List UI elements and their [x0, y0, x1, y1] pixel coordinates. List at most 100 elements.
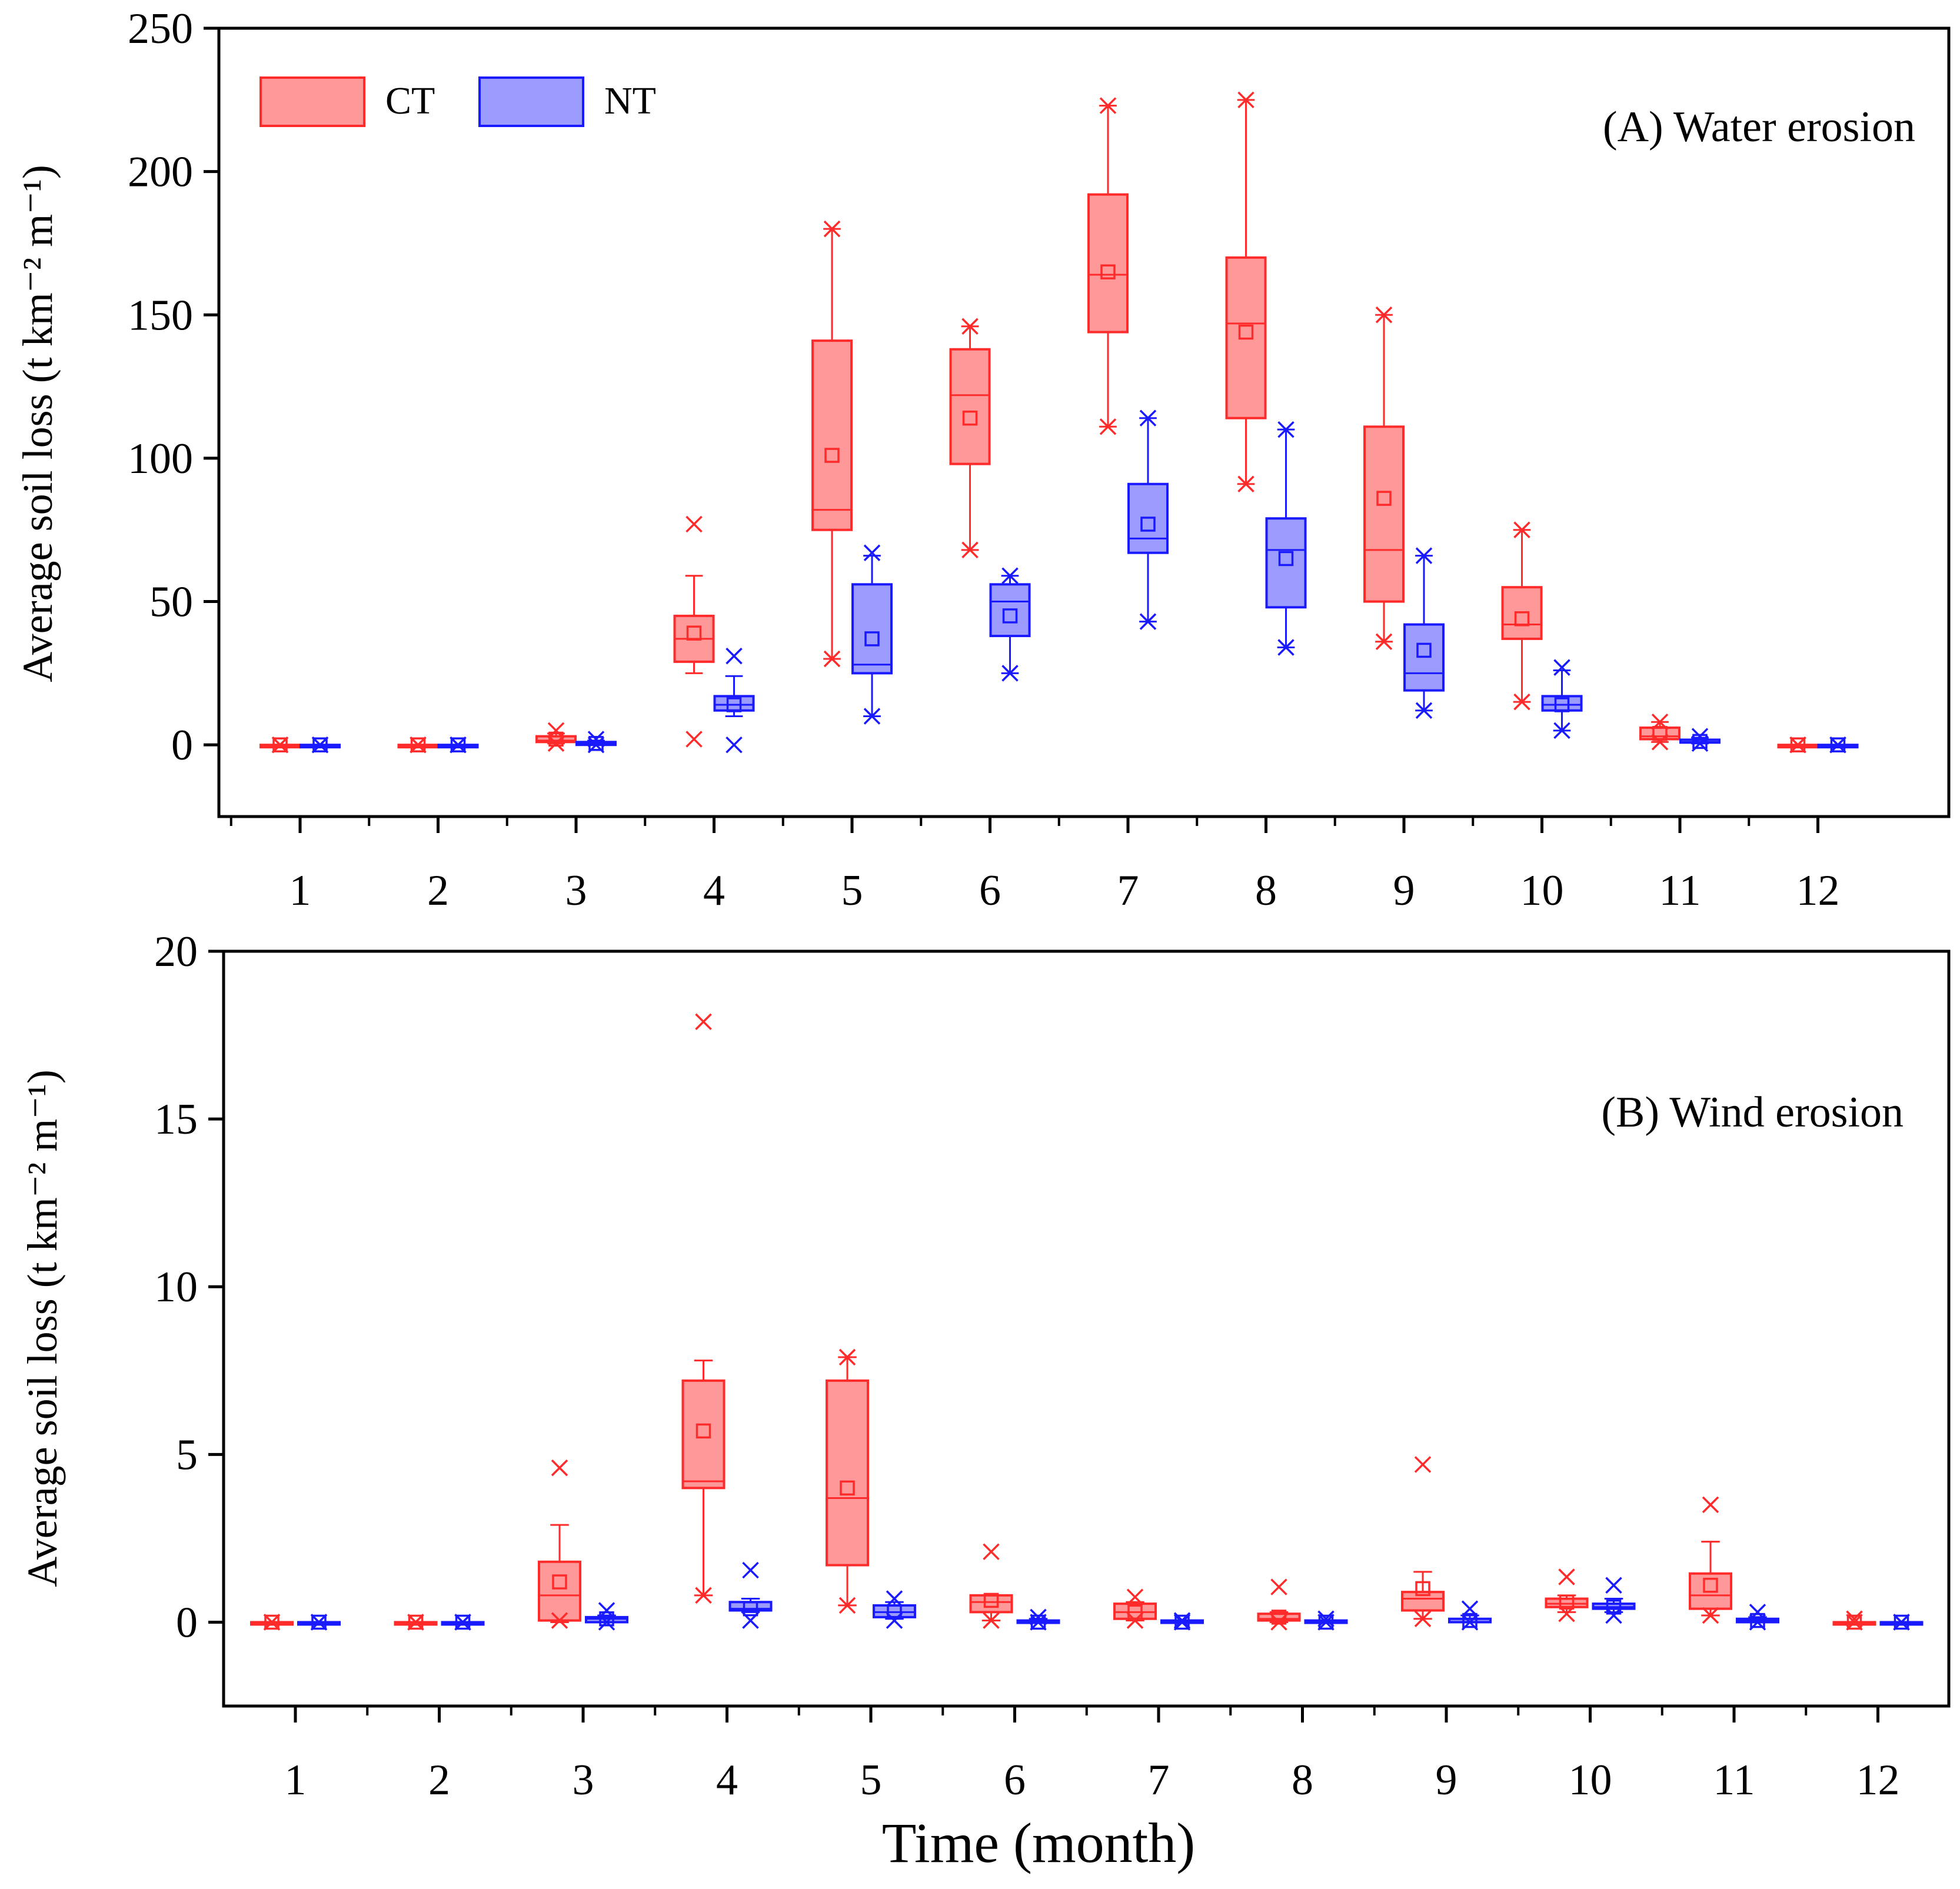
mean-marker	[1652, 725, 1668, 741]
outlier-marker	[450, 736, 467, 754]
outlier-marker	[1414, 1610, 1432, 1627]
outlier-marker	[886, 1590, 903, 1607]
outlier-marker	[961, 541, 979, 559]
mean-marker	[272, 737, 288, 752]
x-tick-label: 10	[1569, 1756, 1612, 1804]
outlier-marker	[1270, 1578, 1287, 1595]
outlier-marker	[1513, 693, 1530, 711]
nt-box-month-4	[728, 1561, 773, 1629]
nt-box-month-9	[1448, 1600, 1492, 1631]
outlier-marker	[407, 1614, 424, 1631]
x-tick-label: 1	[289, 867, 311, 915]
outlier-marker	[1126, 1588, 1144, 1605]
mean-marker	[887, 1604, 902, 1620]
outlier-marker	[1605, 1607, 1622, 1624]
outlier-marker	[1375, 633, 1393, 650]
mean-marker	[1174, 1614, 1190, 1630]
x-tick-label: 6	[1004, 1756, 1026, 1804]
legend-swatch	[478, 76, 584, 127]
iqr-box	[949, 348, 991, 465]
mean-marker	[824, 448, 840, 463]
outlier-marker	[726, 647, 743, 665]
x-tick-label: 7	[1148, 1756, 1170, 1804]
ct-box-month-9	[1363, 306, 1405, 650]
y-axis-title: Average soil loss (t km⁻² m⁻¹)	[14, 165, 61, 682]
x-tick-label: 1	[285, 1756, 307, 1804]
outlier-marker	[587, 731, 605, 748]
outlier-marker	[863, 544, 881, 561]
mean-marker	[1416, 642, 1432, 658]
outlier-marker	[685, 731, 703, 748]
x-tick-label: 12	[1796, 867, 1840, 915]
y-tick-label: 50	[149, 578, 193, 627]
mean-marker	[408, 1614, 424, 1630]
nt-box-month-9	[1403, 547, 1445, 719]
mean-marker	[962, 410, 978, 426]
x-tick-label: 9	[1436, 1756, 1457, 1804]
outlier-marker	[1001, 665, 1019, 682]
outlier-marker	[1139, 409, 1157, 427]
outlier-marker	[1846, 1610, 1863, 1627]
y-tick-label: 5	[176, 1431, 198, 1479]
nt-box-month-7	[1127, 409, 1169, 630]
mean-marker	[1559, 1594, 1575, 1610]
iqr-box	[969, 1594, 1013, 1614]
x-axis-title: Time (month)	[882, 1811, 1196, 1874]
outlier-marker	[1749, 1604, 1766, 1621]
outlier-marker	[1099, 418, 1117, 435]
outlier-marker	[726, 736, 743, 754]
mean-marker	[264, 1614, 279, 1630]
mean-marker	[1830, 737, 1846, 752]
mean-marker	[1140, 517, 1156, 532]
panel-label: (A) Water erosion	[1603, 103, 1915, 151]
outlier-marker	[551, 1612, 568, 1629]
ct-box-month-7	[1087, 97, 1129, 435]
outlier-marker	[1513, 521, 1530, 538]
mean-marker	[455, 1614, 471, 1630]
ct-box-month-4	[681, 1013, 726, 1604]
x-tick-label: 5	[860, 1756, 882, 1804]
mean-marker	[1318, 1614, 1334, 1630]
outlier-marker	[1702, 1496, 1719, 1514]
nt-box-month-12	[1879, 1614, 1924, 1631]
outlier-marker	[823, 650, 841, 668]
nt-box-month-4	[713, 647, 755, 754]
ct-box-month-7	[1113, 1588, 1157, 1629]
outlier-marker	[1414, 1456, 1432, 1473]
outlier-marker	[1553, 722, 1570, 739]
nt-box-month-10	[1592, 1577, 1636, 1624]
nt-box-month-11	[1679, 728, 1721, 752]
outlier-marker	[1461, 1614, 1479, 1631]
nt-box-month-2	[437, 736, 479, 754]
iqr-box	[811, 339, 853, 531]
outlier-marker	[695, 1587, 712, 1604]
mean-marker	[1750, 1613, 1765, 1628]
x-tick-label: 3	[565, 867, 587, 915]
ct-box-month-1	[250, 1614, 294, 1631]
outlier-marker	[983, 1612, 1000, 1629]
outlier-marker	[1126, 1612, 1144, 1629]
mean-marker	[552, 1574, 567, 1590]
y-tick-label: 100	[128, 435, 193, 483]
x-tick-label: 10	[1520, 867, 1564, 915]
y-tick-label: 0	[176, 1598, 198, 1647]
outlier-marker	[1691, 735, 1709, 752]
mean-marker	[1554, 697, 1570, 712]
mean-marker	[599, 1611, 614, 1627]
mean-marker	[1703, 1577, 1718, 1593]
outlier-marker	[1277, 421, 1295, 438]
outlier-marker	[1651, 734, 1669, 751]
x-tick-label: 2	[427, 867, 449, 915]
iqr-box	[1541, 695, 1583, 712]
ct-box-month-8	[1257, 1578, 1301, 1631]
x-tick-label: 11	[1659, 867, 1701, 915]
outlier-marker	[1317, 1614, 1335, 1631]
outlier-marker	[1375, 306, 1393, 324]
outlier-marker	[1789, 736, 1806, 754]
legend-nt: NT	[478, 76, 656, 127]
mean-marker	[1238, 324, 1254, 340]
mean-marker	[1278, 551, 1294, 567]
outlier-marker	[1605, 1577, 1622, 1594]
y-tick-label: 250	[128, 5, 193, 53]
